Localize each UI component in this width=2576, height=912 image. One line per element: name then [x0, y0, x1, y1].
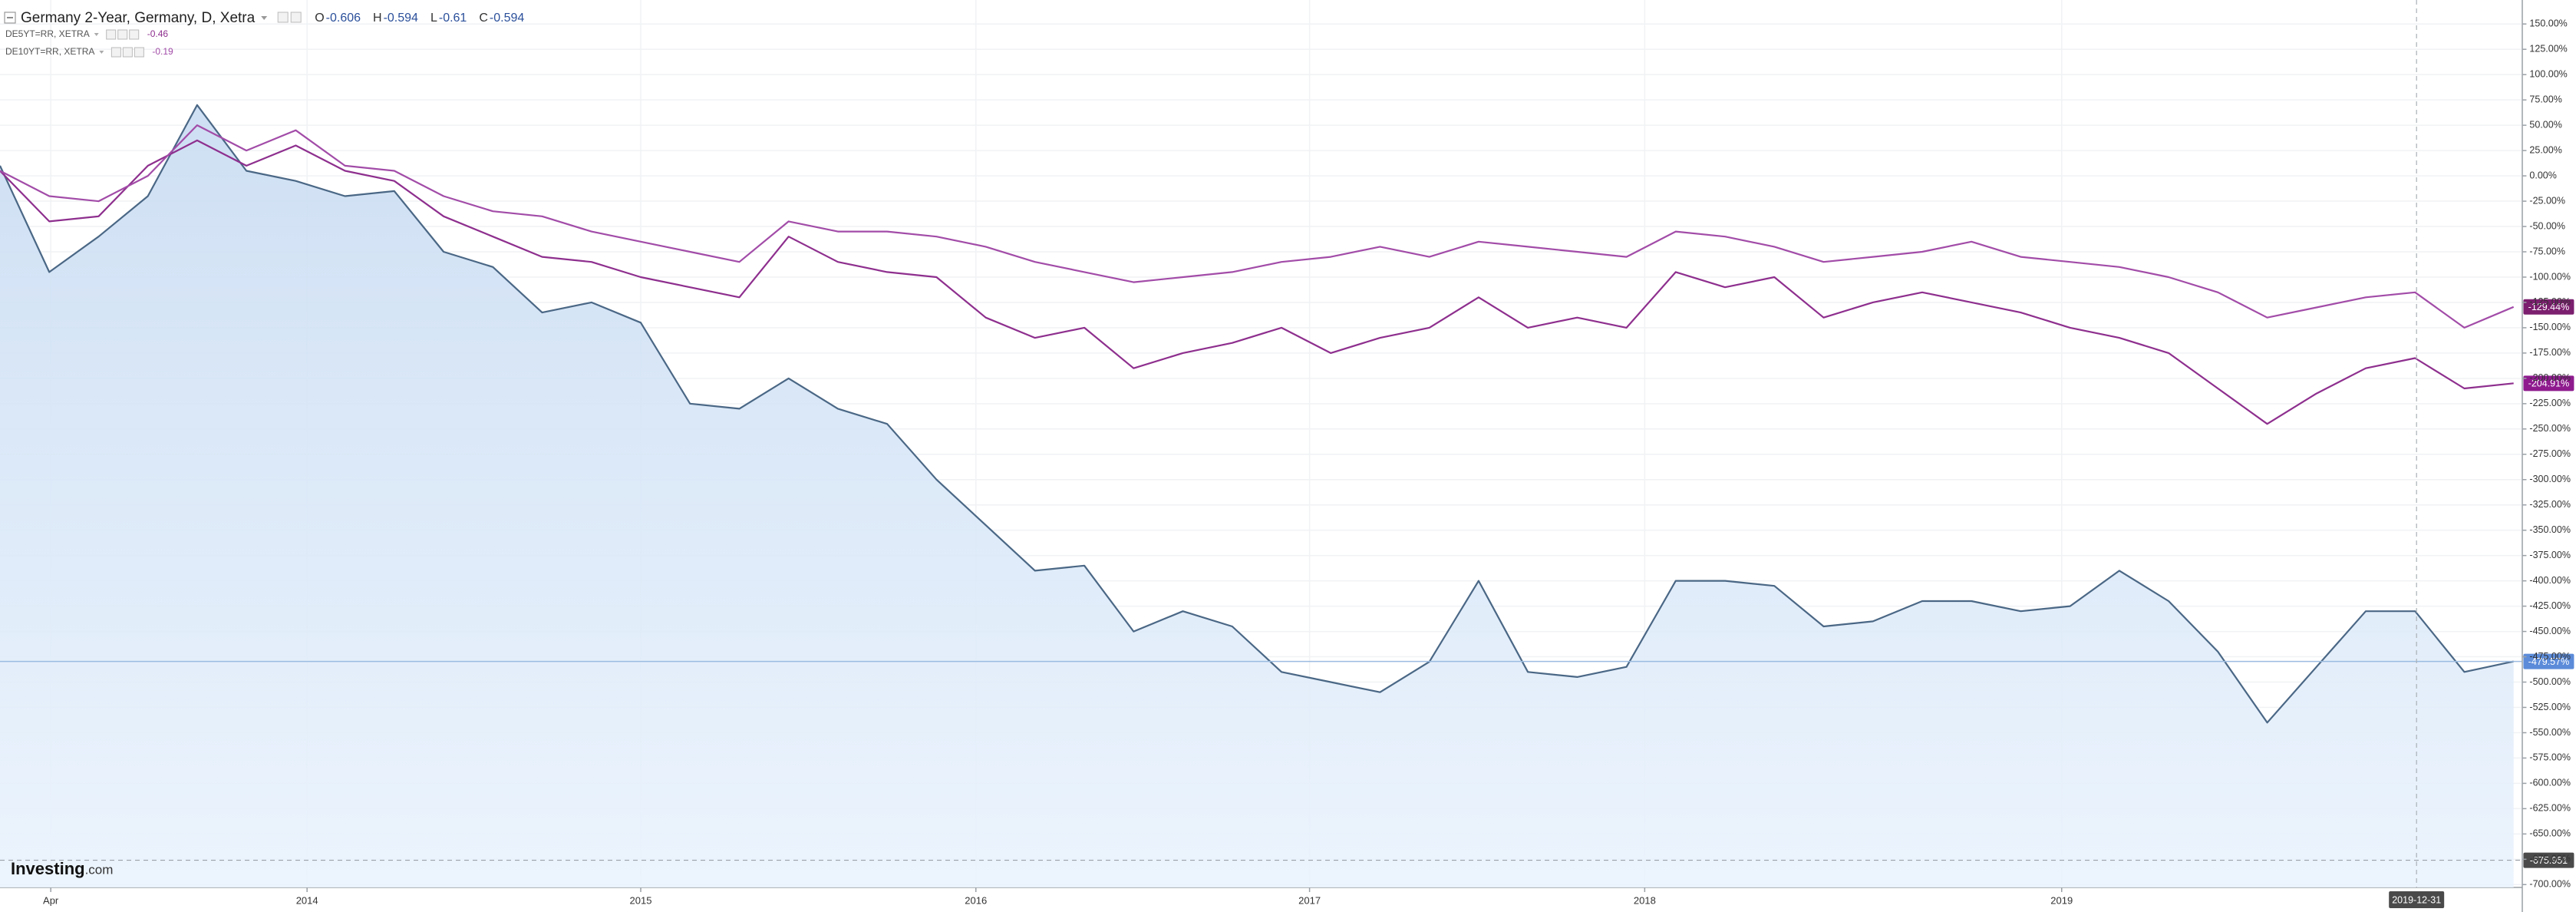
marks: [0, 104, 2515, 888]
ohlc-key: C: [479, 12, 488, 25]
area: [0, 104, 2514, 888]
last-value-label: -204.91%: [2528, 378, 2570, 389]
crosshair-box: [2389, 891, 2445, 908]
y-tick-label: -300.00%: [2529, 474, 2571, 484]
y-tick-label: -625.00%: [2529, 803, 2571, 814]
y-tick-label: -350.00%: [2529, 524, 2571, 535]
y-tick-label: -75.00%: [2529, 246, 2565, 256]
y-tick-label: 150.00%: [2529, 18, 2567, 29]
y-tick-label: -600.00%: [2529, 778, 2571, 788]
last-value-label: -479.57%: [2528, 656, 2570, 667]
y-tick-label: -675.00%: [2529, 854, 2571, 864]
header-button: [277, 12, 289, 23]
ohlc-key: H: [373, 12, 382, 25]
chart-title: Germany 2-Year, Germany, D, Xetra: [21, 10, 256, 26]
y-tick-label: -375.00%: [2529, 550, 2571, 560]
ohlc-value: -0.606: [326, 12, 361, 25]
y-tick-label: -500.00%: [2529, 676, 2571, 687]
x-tick-label: 2019: [2050, 894, 2073, 906]
x-tick-label: 2017: [1298, 894, 1321, 906]
y-tick-label: -150.00%: [2529, 322, 2571, 332]
legend-button: [110, 47, 121, 58]
logo: Investing .com: [11, 859, 113, 878]
legend-button: [122, 47, 133, 58]
series-line: [0, 104, 2514, 724]
ohlc-value: -0.594: [384, 12, 418, 25]
series-line: [0, 139, 2514, 425]
y-tick-label: -525.00%: [2529, 702, 2571, 712]
y-tick-label: -275.00%: [2529, 448, 2571, 459]
last-value-box: [2523, 375, 2574, 392]
dropdown-caret: [94, 33, 99, 36]
legend-name: DE10YT=RR, XETRA: [5, 46, 94, 57]
logo-suffix: .com: [85, 862, 114, 877]
logo-brand: Investing: [11, 859, 85, 878]
x-tick-label: 2014: [296, 894, 318, 906]
x-tick-label: 2015: [630, 894, 652, 906]
legend-button: [129, 29, 140, 40]
x-tick-label: 2018: [1634, 894, 1656, 906]
legend-button: [134, 47, 144, 58]
x-axis-band: [0, 887, 2522, 912]
y-tick-label: -250.00%: [2529, 423, 2571, 434]
y-tick-label: -50.00%: [2529, 220, 2565, 231]
y-tick-label: 125.00%: [2529, 44, 2567, 55]
y-tick-label: -100.00%: [2529, 271, 2571, 282]
y-tick-label: -25.00%: [2529, 195, 2565, 206]
level-box: [2523, 852, 2574, 868]
x-tick-label: 2016: [965, 894, 987, 906]
ohlc-value: -0.594: [490, 12, 524, 25]
y-tick-label: -575.00%: [2529, 752, 2571, 763]
y-tick-label: -650.00%: [2529, 828, 2571, 839]
y-tick-label: -550.00%: [2529, 727, 2571, 738]
legend-button: [106, 29, 117, 40]
x-tick-label: Apr: [43, 894, 59, 906]
series-line: [0, 124, 2515, 329]
last-value-box: [2523, 299, 2574, 315]
y-tick-label: 0.00%: [2529, 170, 2556, 180]
y-tick-label: -175.00%: [2529, 347, 2571, 358]
y-tick-label: -225.00%: [2529, 398, 2571, 408]
y-tick-label: -200.00%: [2529, 372, 2571, 383]
y-tick-label: -425.00%: [2529, 600, 2571, 611]
dropdown-caret: [261, 16, 268, 20]
dropdown-caret: [99, 51, 104, 54]
ohlc-value: -0.61: [439, 12, 467, 25]
y-tick-label: -450.00%: [2529, 626, 2571, 636]
header: Germany 2-Year, Germany, D, Xetra O -0.606…: [4, 10, 524, 58]
legend-button: [117, 29, 128, 40]
legend-name: DE5YT=RR, XETRA: [5, 28, 90, 39]
header-button: [290, 12, 302, 23]
last-value-label: -129.44%: [2528, 302, 2570, 312]
last-value-box: [2523, 653, 2574, 669]
y-tick-label: -125.00%: [2529, 296, 2571, 307]
ohlc-key: O: [315, 12, 324, 25]
y-tick-label: 50.00%: [2529, 119, 2561, 130]
y-tick-label: -700.00%: [2529, 879, 2571, 890]
legend-quote: -0.46: [147, 28, 169, 39]
y-tick-label: 75.00%: [2529, 94, 2561, 104]
level-label: -675.951: [2530, 855, 2568, 866]
crosshair-label: 2019-12-31: [2392, 894, 2441, 905]
y-tick-label: -325.00%: [2529, 499, 2571, 510]
legend-quote: -0.19: [152, 46, 173, 57]
y-tick-label: 25.00%: [2529, 144, 2561, 155]
y-tick-label: -400.00%: [2529, 575, 2571, 586]
y-tick-label: -475.00%: [2529, 651, 2571, 662]
ohlc-key: L: [430, 12, 437, 25]
y-tick-label: 100.00%: [2529, 68, 2567, 79]
